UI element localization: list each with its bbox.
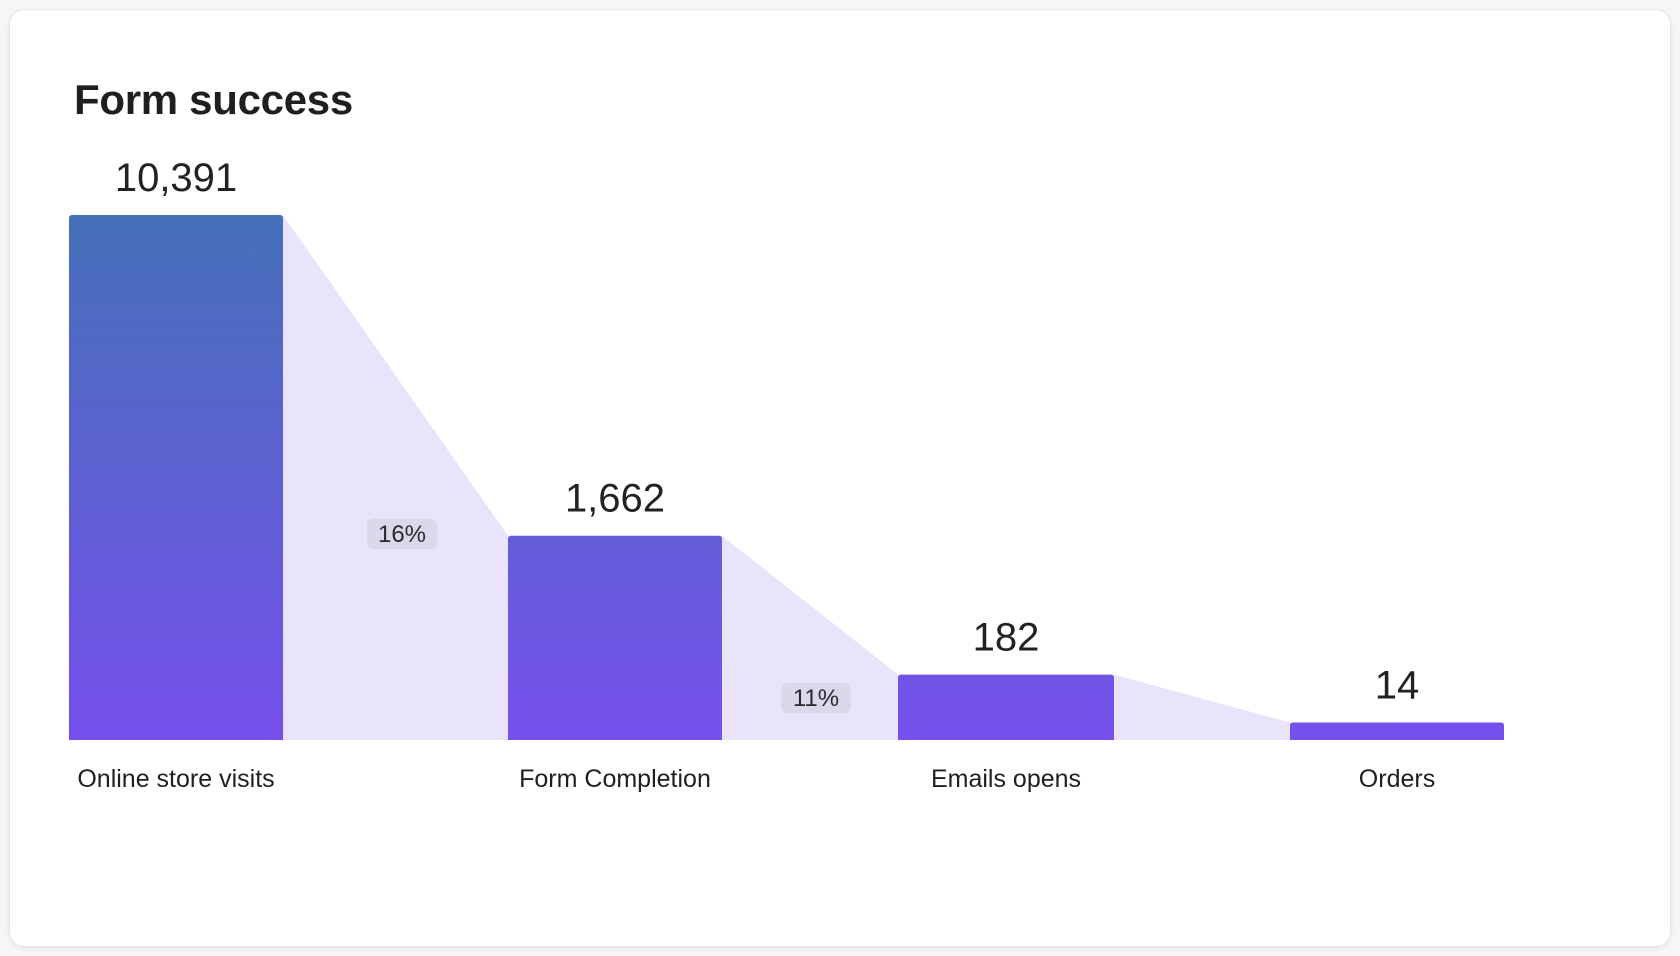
conversion-label: 11% — [793, 685, 839, 712]
bar-value-label: 182 — [973, 616, 1040, 660]
chart-title: Form success — [74, 76, 353, 123]
funnel-connector — [1114, 674, 1290, 740]
funnel-connector — [283, 215, 508, 740]
funnel-bar[interactable] — [508, 535, 722, 740]
bar-value-label: 1,662 — [565, 477, 665, 521]
conversion-badge-bg — [367, 519, 437, 549]
funnel-chart: 10,391 Online store visits 1,662 Form Compl… — [69, 156, 1504, 793]
bar-value-label: 10,391 — [115, 156, 237, 200]
funnel-bar[interactable] — [1290, 722, 1504, 740]
category-label: Orders — [1359, 765, 1435, 793]
conversion-label: 16% — [378, 521, 426, 548]
funnel-bar[interactable] — [898, 674, 1114, 740]
chart-card: Form success 10,391 Online store visits 1,… — [10, 10, 1670, 946]
conversion-badge: 16% — [367, 519, 437, 549]
category-label: Form Completion — [519, 765, 711, 793]
conversion-badge: 11% — [781, 683, 851, 713]
conversion-badge-bg — [781, 683, 851, 713]
category-label: Emails opens — [931, 765, 1081, 793]
category-label: Online store visits — [77, 765, 274, 793]
funnel-bar[interactable] — [69, 215, 283, 740]
bar-value-label: 14 — [1375, 664, 1420, 708]
funnel-connector — [722, 535, 898, 740]
